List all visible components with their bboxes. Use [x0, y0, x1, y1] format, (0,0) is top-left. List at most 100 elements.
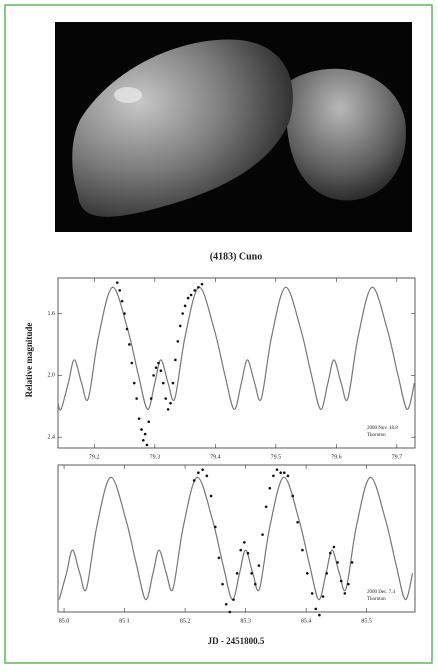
observation-point: [287, 475, 290, 478]
observation-point: [177, 340, 180, 343]
observation-point: [276, 468, 279, 471]
observation-point: [221, 583, 224, 586]
observation-point: [333, 546, 336, 549]
observation-point: [329, 552, 332, 555]
observation-point: [351, 561, 354, 564]
observation-point: [254, 583, 257, 586]
observation-point: [169, 402, 172, 405]
page: (4183) Cuno Relative magnitude JD - 2451…: [0, 0, 438, 670]
observation-point: [306, 572, 309, 575]
observation-point: [318, 614, 321, 617]
x-tick-label: 85.4: [301, 618, 312, 624]
figure: (4183) Cuno Relative magnitude JD - 2451…: [0, 0, 438, 670]
observation-point: [247, 552, 250, 555]
observation-point: [157, 362, 160, 365]
x-tick-label: 85.2: [180, 618, 191, 624]
observation-point: [201, 283, 204, 286]
observation-point: [179, 325, 182, 328]
observation-point: [239, 549, 242, 552]
observation-point: [325, 572, 328, 575]
observation-point: [193, 289, 196, 292]
observation-point: [236, 572, 239, 575]
observation-point: [206, 475, 209, 478]
x-tick-label: 79.4: [210, 454, 221, 460]
observation-point: [250, 572, 253, 575]
observation-point: [121, 300, 124, 303]
x-tick-label: 79.3: [150, 454, 161, 460]
observation-point: [174, 359, 177, 362]
annotation: Thornton: [367, 433, 386, 438]
observation-point: [258, 564, 261, 567]
observation-point: [184, 305, 187, 308]
observation-point: [243, 541, 246, 544]
x-tick-label: 85.1: [119, 618, 130, 624]
observation-point: [296, 521, 299, 524]
x-tick-label: 79.2: [89, 454, 100, 460]
x-tick-label: 79.7: [392, 454, 403, 460]
observation-point: [265, 505, 268, 508]
observation-point: [160, 369, 163, 372]
observation-point: [162, 382, 165, 385]
observation-point: [311, 592, 314, 595]
observation-point: [126, 328, 129, 331]
observation-point: [164, 397, 167, 400]
observation-point: [123, 312, 126, 315]
observation-point: [291, 495, 294, 498]
annotation: Thornton: [367, 597, 386, 602]
observation-point: [225, 603, 228, 606]
observation-point: [152, 374, 155, 377]
observation-point: [279, 471, 282, 474]
observation-point: [347, 583, 350, 586]
observation-point: [232, 598, 235, 601]
observation-point: [146, 444, 149, 447]
y-tick-label: 2.0: [48, 373, 56, 379]
observation-point: [261, 533, 264, 536]
observation-point: [118, 289, 121, 292]
x-tick-label: 79.5: [271, 454, 282, 460]
observation-point: [272, 475, 275, 478]
observation-point: [214, 526, 217, 529]
x-tick-label: 85.5: [361, 618, 372, 624]
observation-point: [197, 286, 200, 289]
observation-point: [135, 397, 138, 400]
observation-point: [155, 366, 158, 369]
observation-point: [167, 408, 170, 411]
observation-point: [210, 495, 213, 498]
observation-point: [283, 471, 286, 474]
x-tick-label: 85.0: [59, 618, 70, 624]
observation-point: [218, 557, 221, 560]
observation-point: [140, 428, 143, 431]
observation-point: [268, 487, 271, 490]
observation-point: [172, 382, 175, 385]
observation-point: [301, 549, 304, 552]
observation-point: [190, 294, 193, 297]
observation-point: [322, 595, 325, 598]
observation-point: [147, 420, 150, 423]
observation-point: [344, 592, 347, 595]
observation-point: [229, 611, 232, 614]
y-tick-label: 2.4: [48, 435, 56, 441]
y-tick-label: 1.6: [48, 311, 56, 317]
observation-point: [142, 439, 145, 442]
observation-point: [340, 580, 343, 583]
observation-point: [201, 468, 204, 471]
observation-point: [197, 471, 200, 474]
observation-point: [138, 417, 141, 420]
x-tick-label: 79.6: [331, 454, 342, 460]
asteroid-photo: [55, 22, 412, 232]
observation-point: [336, 561, 339, 564]
observation-point: [128, 343, 131, 346]
observation-point: [193, 479, 196, 482]
observation-point: [131, 362, 134, 365]
observation-point: [314, 608, 317, 611]
observation-point: [116, 281, 119, 284]
observation-point: [187, 297, 190, 300]
x-tick-label: 85.3: [240, 618, 251, 624]
annotation: 2000 Nov. 18.8: [367, 426, 398, 431]
x-axis-label: JD - 2451800.5: [208, 636, 265, 646]
chart-title: (4183) Cuno: [210, 251, 263, 262]
observation-point: [133, 382, 136, 385]
observation-point: [150, 397, 153, 400]
y-axis-label: Relative magnitude: [24, 323, 34, 398]
observation-point: [144, 433, 147, 436]
